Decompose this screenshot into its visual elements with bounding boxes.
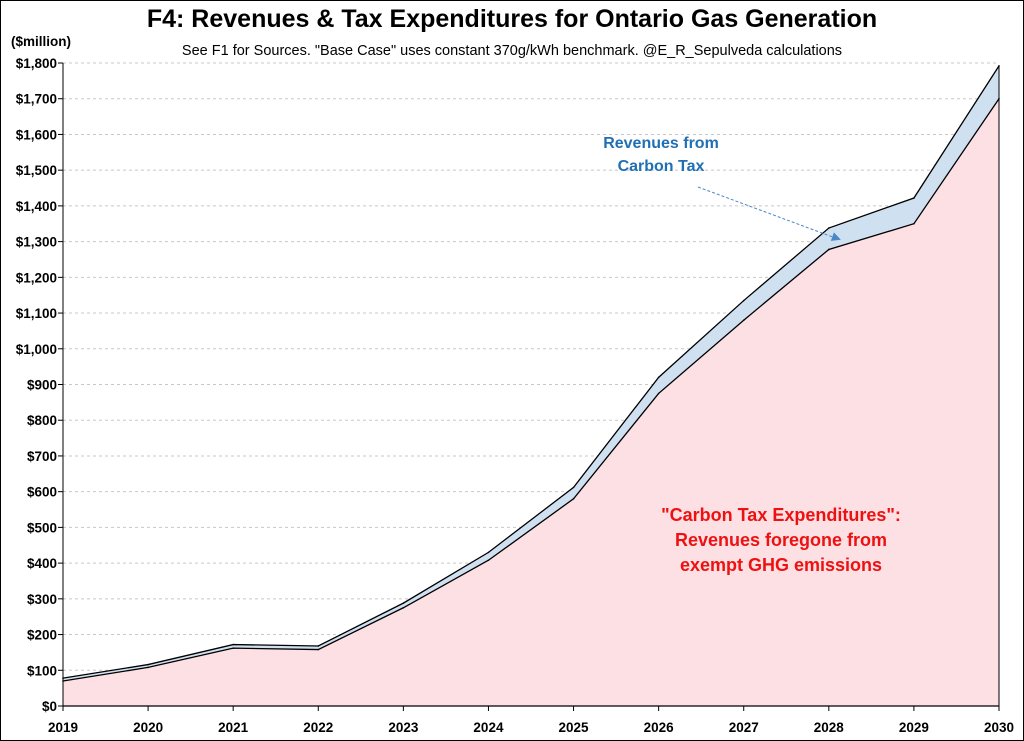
y-tick-label: $300	[27, 592, 57, 607]
y-tick-label: $1,000	[16, 342, 57, 357]
data-point-tax-expenditures	[232, 647, 234, 649]
data-point-tax-expenditures	[828, 248, 830, 251]
data-point-tax-expenditures	[913, 222, 915, 225]
y-tick-label: $1,500	[16, 163, 57, 178]
data-point-total	[913, 197, 915, 199]
annotation-expenditure-label: "Carbon Tax Expenditures":	[661, 505, 901, 525]
data-point-total	[487, 551, 490, 554]
series-area-tax-expenditures	[63, 98, 999, 706]
data-point-total	[828, 227, 830, 229]
annotation-revenue-label: Carbon Tax	[618, 158, 705, 175]
x-tick-label: 2026	[644, 720, 675, 735]
y-tick-label: $200	[27, 628, 57, 643]
y-tick-label: $500	[27, 520, 57, 535]
annotation-arrowhead	[830, 232, 841, 241]
data-point-total	[742, 299, 745, 302]
y-axis-label: ($million)	[11, 34, 71, 49]
chart-subtitle: See F1 for Sources. "Base Case" uses con…	[181, 43, 843, 59]
data-point-tax-expenditures	[317, 648, 320, 651]
x-tick-label: 2020	[133, 720, 163, 735]
y-tick-label: $0	[42, 699, 57, 714]
series-line-total	[62, 65, 1000, 679]
annotation-expenditure-label: Revenues foregone from	[675, 530, 887, 550]
x-tick-label: 2029	[899, 720, 929, 735]
data-point-tax-expenditures	[147, 666, 149, 669]
data-point-tax-expenditures	[742, 319, 745, 322]
y-tick-label: $1,600	[16, 127, 57, 142]
x-tick-label: 2021	[218, 720, 249, 735]
y-tick-label: $100	[27, 663, 57, 678]
y-tick-label: $900	[27, 378, 57, 393]
data-point-tax-expenditures	[402, 606, 405, 609]
data-point-total	[402, 602, 405, 604]
x-tick-label: 2025	[559, 720, 590, 735]
y-tick-label: $400	[27, 556, 57, 571]
x-tick-label: 2022	[303, 720, 333, 735]
x-tick-label: 2024	[473, 720, 504, 735]
y-tick-label: $600	[27, 485, 57, 500]
y-tick-label: $1,700	[16, 92, 57, 107]
y-tick-label: $1,800	[16, 56, 57, 71]
y-tick-label: $1,100	[16, 306, 57, 321]
data-point-total	[232, 643, 234, 646]
data-point-tax-expenditures	[657, 392, 660, 395]
y-tick-label: $1,300	[16, 235, 57, 250]
chart-title: F4: Revenues & Tax Expenditures for Onta…	[146, 5, 878, 33]
x-tick-label: 2028	[814, 720, 845, 735]
annotation-expenditure-label: exempt GHG emissions	[680, 555, 882, 575]
data-point-total	[317, 645, 320, 647]
x-tick-label: 2023	[388, 720, 419, 735]
y-tick-label: $700	[27, 449, 57, 464]
series-line-tax-expenditures	[62, 98, 1000, 682]
y-tick-label: $800	[27, 413, 57, 428]
annotation-revenue-label: Revenues from	[603, 135, 719, 152]
data-point-tax-expenditures	[572, 498, 575, 500]
data-point-total	[147, 663, 149, 666]
y-tick-label: $1,400	[16, 199, 57, 214]
data-point-total	[572, 486, 575, 489]
x-tick-label: 2027	[729, 720, 759, 735]
data-point-total	[657, 376, 660, 379]
x-tick-label: 2019	[48, 720, 78, 735]
x-tick-label: 2030	[984, 720, 1014, 735]
data-point-tax-expenditures	[487, 559, 490, 562]
y-tick-label: $1,200	[16, 270, 57, 285]
annotation-arrow-line	[697, 186, 835, 239]
